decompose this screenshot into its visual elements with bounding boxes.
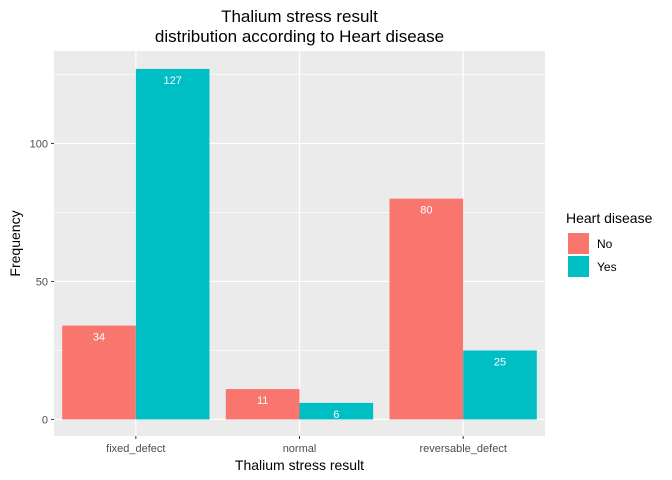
y-tick-label: 50 [36, 276, 48, 288]
y-axis-title: Frequency [7, 210, 23, 276]
bars [62, 68, 537, 420]
bar-label: 6 [333, 409, 339, 421]
y-tick-label: 0 [42, 414, 48, 426]
bar-no-fixed_defect [62, 325, 136, 420]
bar-label: 25 [494, 356, 506, 368]
x-tick-label: fixed_defect [106, 443, 165, 455]
bar-no-normal [225, 389, 300, 420]
x-axis: fixed_defect normal reversable_defect [106, 436, 507, 455]
bar-label: 34 [93, 332, 105, 344]
legend-key-no [568, 233, 589, 254]
chart-title-line-1: Thalium stress result [221, 7, 378, 26]
x-tick-label: normal [283, 443, 317, 455]
legend-key-yes [568, 256, 589, 277]
x-axis-title: Thalium stress result [235, 457, 364, 473]
legend-label-yes: Yes [597, 260, 617, 274]
legend: Heart disease No Yes [566, 210, 653, 277]
y-axis: 0 50 100 [30, 138, 54, 426]
legend-label-no: No [597, 237, 613, 251]
bar-yes-reversable_defect [463, 350, 537, 420]
bar-label: 11 [257, 395, 268, 407]
bar-label: 80 [420, 205, 432, 217]
bar-no-reversable_defect [389, 198, 464, 420]
bar-yes-normal [299, 402, 374, 420]
bar-yes-fixed_defect [135, 68, 210, 420]
chart-title-line-2: distribution according to Heart disease [155, 27, 444, 46]
x-tick-label: reversable_defect [419, 443, 506, 455]
bar-label: 127 [163, 75, 181, 87]
y-tick-label: 100 [30, 138, 48, 150]
legend-title: Heart disease [566, 210, 653, 226]
bar-labels: 34 127 11 6 80 25 [93, 75, 506, 421]
